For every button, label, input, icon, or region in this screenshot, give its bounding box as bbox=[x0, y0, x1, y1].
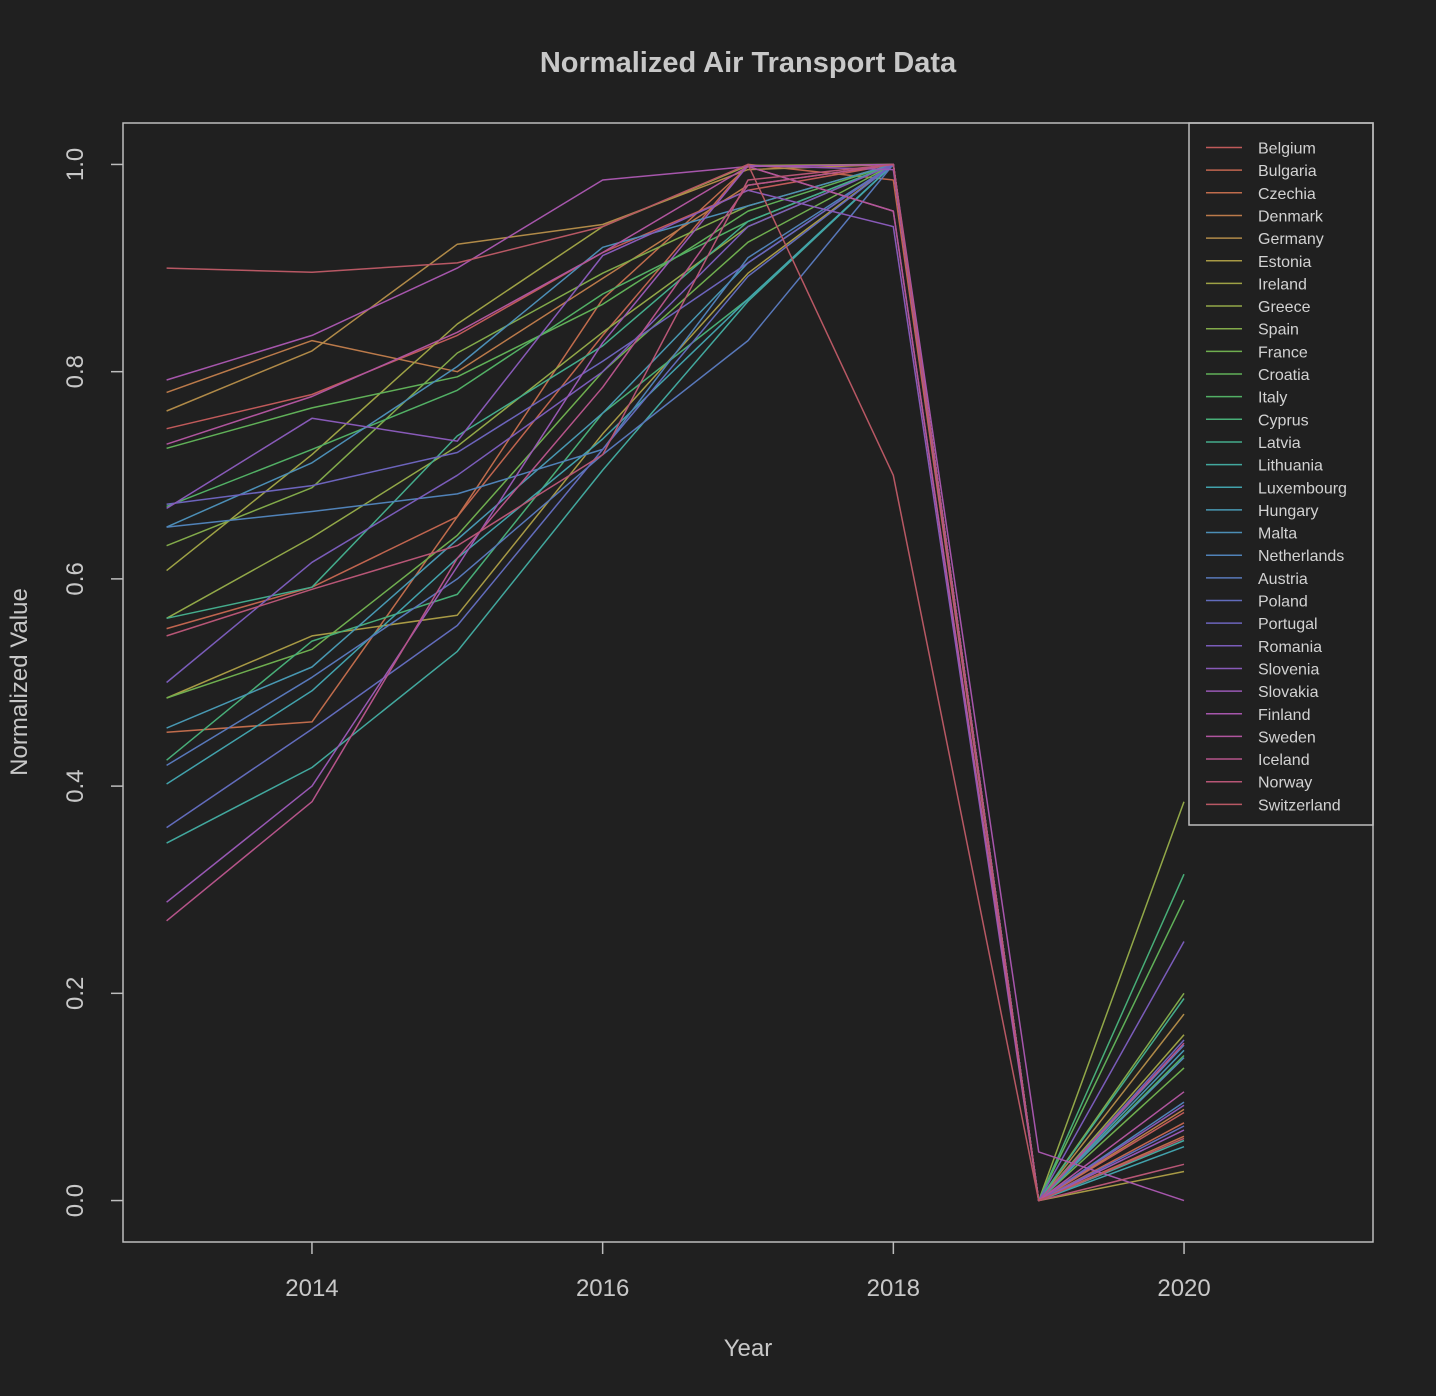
legend-entry: Italy bbox=[1258, 390, 1287, 407]
legend-entry: Slovakia bbox=[1258, 684, 1319, 701]
series-line-iceland bbox=[166, 163, 1185, 1202]
chart-title: Normalized Air Transport Data bbox=[540, 47, 957, 79]
legend-entry: Germany bbox=[1258, 231, 1324, 248]
plot-frame bbox=[122, 122, 1374, 1243]
series-line-poland bbox=[166, 163, 1185, 1202]
series-line-netherlands bbox=[166, 163, 1185, 1202]
y-tick-label: 1.0 bbox=[62, 148, 89, 181]
legend-entry: Czechia bbox=[1258, 186, 1316, 203]
legend-entry: Austria bbox=[1258, 571, 1308, 588]
series-line-slovakia bbox=[166, 164, 1185, 1202]
legend-entry: Latvia bbox=[1258, 435, 1301, 452]
legend-entry: Denmark bbox=[1258, 208, 1324, 225]
legend-entry: Finland bbox=[1258, 707, 1310, 724]
legend-entry: Netherlands bbox=[1258, 548, 1344, 565]
x-axis: 2014 2016 2018 2020 bbox=[285, 1242, 1211, 1302]
legend-entry: Portugal bbox=[1258, 616, 1318, 633]
legend-entry: Bulgaria bbox=[1258, 163, 1317, 180]
legend-box bbox=[1188, 122, 1374, 826]
series-line-austria bbox=[166, 163, 1185, 1202]
series-line-latvia bbox=[166, 163, 1185, 1202]
x-tick-label: 2020 bbox=[1157, 1275, 1210, 1302]
legend-entry: Lithuania bbox=[1258, 458, 1323, 475]
legend-entry: Sweden bbox=[1258, 729, 1316, 746]
x-tick-label: 2014 bbox=[285, 1275, 338, 1302]
series-line-sweden bbox=[166, 165, 1185, 1202]
legend-entry: Spain bbox=[1258, 322, 1299, 339]
series-line-lithuania bbox=[166, 163, 1185, 1202]
legend-entry: Ireland bbox=[1258, 276, 1307, 293]
series-line-italy bbox=[166, 163, 1185, 1202]
legend-entry: Cyprus bbox=[1258, 412, 1309, 429]
series-line-finland bbox=[166, 163, 1185, 1202]
series-line-hungary bbox=[166, 163, 1185, 1202]
series-line-estonia bbox=[166, 163, 1185, 1202]
x-axis-label: Year bbox=[724, 1335, 773, 1362]
series-line-romania bbox=[166, 163, 1185, 1202]
legend-entry: Croatia bbox=[1258, 367, 1310, 384]
legend-entry: Luxembourg bbox=[1258, 480, 1347, 497]
series-line-belgium bbox=[166, 163, 1185, 1202]
series-line-switzerland bbox=[166, 163, 1185, 1202]
legend-entry: Greece bbox=[1258, 299, 1311, 316]
legend-entry: Belgium bbox=[1258, 141, 1316, 158]
series-line-spain bbox=[166, 163, 1185, 1202]
x-tick-label: 2016 bbox=[576, 1275, 629, 1302]
legend-entry: Poland bbox=[1258, 594, 1308, 611]
legend-entry: Slovenia bbox=[1258, 661, 1319, 678]
y-axis-label: Normalized Value bbox=[6, 588, 33, 776]
legend-entry: Malta bbox=[1258, 526, 1297, 543]
y-tick-label: 0.4 bbox=[62, 769, 89, 802]
legend-entry: France bbox=[1258, 344, 1308, 361]
legend-entry: Romania bbox=[1258, 639, 1322, 656]
legend-entry: Estonia bbox=[1258, 254, 1311, 271]
legend-entry: Switzerland bbox=[1258, 797, 1341, 814]
series-line-croatia bbox=[166, 163, 1185, 1202]
series-line-denmark bbox=[166, 163, 1185, 1202]
series-line-germany bbox=[166, 163, 1185, 1202]
series-line-greece bbox=[166, 163, 1185, 1202]
legend-entry: Iceland bbox=[1258, 752, 1310, 769]
series-line-malta bbox=[166, 163, 1185, 1202]
y-axis: 0.0 0.2 0.4 0.6 0.8 1.0 bbox=[62, 148, 123, 1217]
series-lines bbox=[166, 163, 1185, 1202]
series-line-cyprus bbox=[166, 163, 1185, 1202]
series-line-france bbox=[166, 163, 1185, 1202]
series-line-bulgaria bbox=[166, 163, 1185, 1202]
legend: Belgium Bulgaria Czechia Denmark Germany Esto… bbox=[1188, 122, 1374, 826]
series-line-luxembourg bbox=[166, 163, 1185, 1202]
series-line-portugal bbox=[166, 163, 1185, 1202]
y-tick-label: 0.6 bbox=[62, 562, 89, 595]
legend-entry: Norway bbox=[1258, 775, 1312, 792]
y-tick-label: 0.8 bbox=[62, 355, 89, 388]
y-tick-label: 0.2 bbox=[62, 977, 89, 1010]
y-tick-label: 0.0 bbox=[62, 1184, 89, 1217]
series-line-norway bbox=[166, 163, 1185, 1202]
legend-entry: Hungary bbox=[1258, 503, 1318, 520]
series-line-ireland bbox=[166, 163, 1185, 1202]
x-tick-label: 2018 bbox=[867, 1275, 920, 1302]
